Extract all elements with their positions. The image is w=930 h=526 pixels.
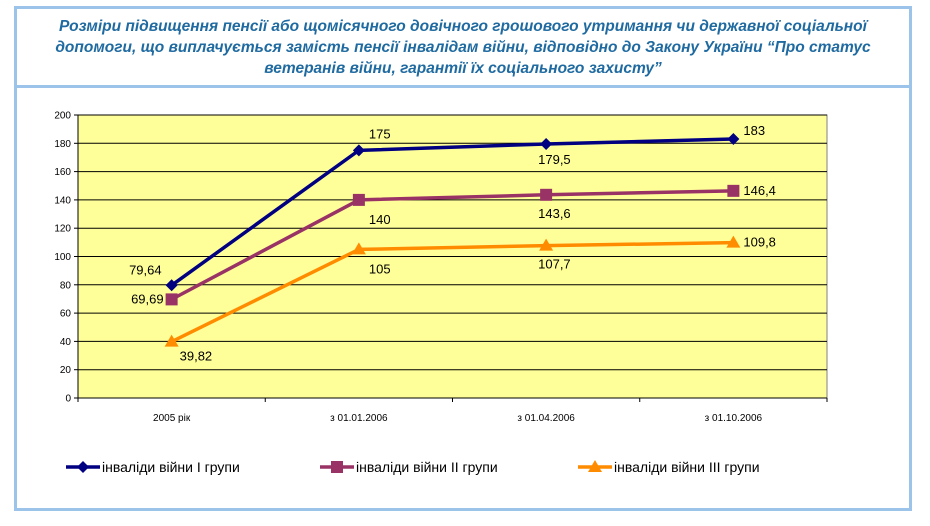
y-tick-label: 140	[54, 195, 71, 206]
data-label: 143,6	[538, 206, 571, 221]
y-tick-label: 60	[60, 309, 72, 320]
data-label: 183	[743, 123, 765, 138]
data-point	[727, 184, 740, 197]
x-tick-label: з 01.01.2006	[330, 413, 388, 424]
data-label: 107,7	[538, 257, 571, 272]
legend-item-1: інваліди війни I групи	[66, 459, 240, 475]
legend-marker	[588, 460, 602, 472]
chart-title: Розміри підвищення пенсії або щомісячног…	[55, 17, 871, 77]
data-label: 69,69	[131, 291, 164, 306]
series-3: 39,82 105 107,7 109,8	[164, 235, 776, 364]
data-point	[352, 144, 365, 157]
y-tick-label: 100	[54, 252, 71, 263]
data-point	[164, 334, 179, 347]
y-tick-label: 40	[60, 337, 72, 348]
data-point	[540, 188, 553, 201]
data-label: 146,4	[743, 183, 776, 198]
x-tick-label: з 01.04.2006	[517, 413, 575, 424]
y-tick-label: 180	[54, 139, 71, 150]
title-box: Розміри підвищення пенсії або щомісячног…	[17, 9, 909, 88]
legend-label: інваліди війни I групи	[102, 459, 240, 475]
series-2: 69,69 140 143,6 146,4	[131, 183, 776, 307]
legend-label: інваліди війни III групи	[614, 459, 760, 475]
data-point	[165, 279, 178, 292]
data-label: 140	[369, 212, 391, 227]
data-point	[352, 193, 365, 206]
data-point	[726, 235, 741, 248]
x-tick-label: з 01.10.2006	[705, 413, 763, 424]
data-label: 179,5	[538, 152, 571, 167]
data-point	[539, 238, 554, 251]
data-label: 79,64	[129, 262, 162, 277]
y-tick-label: 120	[54, 224, 71, 235]
legend-item-3: інваліди війни III групи	[578, 459, 760, 475]
y-tick-label: 160	[54, 167, 71, 178]
data-label: 105	[369, 261, 391, 276]
y-tick-label: 80	[60, 280, 72, 291]
series-line	[170, 189, 734, 301]
y-tick-label: 200	[54, 111, 71, 122]
data-label: 109,8	[743, 235, 776, 250]
legend-marker	[331, 461, 343, 473]
legend-marker	[77, 461, 89, 473]
series-1: 79,64 175 179,5 183	[129, 123, 765, 292]
data-label: 175	[369, 126, 391, 141]
series-line	[170, 240, 734, 344]
data-point	[351, 242, 366, 255]
legend-label: інваліди війни II групи	[356, 459, 498, 475]
data-point	[727, 133, 740, 146]
y-tick-label: 20	[60, 365, 72, 376]
x-tick-label: 2005 рік	[153, 413, 191, 424]
legend-item-2: інваліди війни II групи	[320, 459, 498, 475]
data-point	[540, 138, 553, 151]
data-label: 39,82	[180, 349, 213, 364]
y-tick-label: 0	[65, 394, 71, 405]
series-line	[170, 137, 734, 287]
data-point	[165, 293, 178, 306]
